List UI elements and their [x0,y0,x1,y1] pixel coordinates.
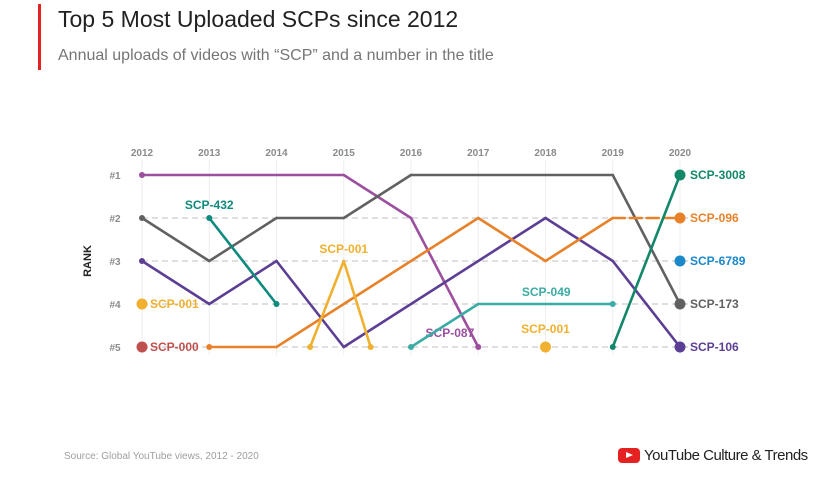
series-line-segment [207,216,278,306]
data-point [540,341,551,353]
y-tick-label: #1 [109,171,121,182]
youtube-play-icon [618,448,640,463]
x-tick-label: 2012 [131,148,154,159]
data-point [139,172,145,178]
data-point [206,344,213,350]
data-point [408,344,414,350]
chart-title: Top 5 Most Uploaded SCPs since 2012 [58,6,459,32]
y-tick-label: #3 [109,257,121,268]
series-line-segment [476,216,547,263]
series-line-segment [140,216,211,263]
series-line-segment [611,173,682,306]
series-line-segment [275,216,480,349]
series-label: SCP-001 [319,242,368,256]
series-line-segment [611,173,682,349]
series-line-segment [409,302,480,349]
y-tick-label: #4 [109,300,121,311]
data-point [674,298,686,310]
series-label: SCP-001 [521,322,570,336]
x-tick-label: 2018 [534,148,557,159]
series-label: SCP-3008 [690,168,746,182]
x-tick-label: 2015 [333,148,356,159]
series-line-segment [207,259,278,306]
x-tick-label: 2017 [467,148,490,159]
x-tick-label: 2013 [198,148,221,159]
y-axis-label: RANK [82,245,94,277]
y-tick-label: #2 [109,214,121,225]
series-line-segment [140,259,211,306]
series-label: SCP-001 [150,297,199,311]
series-line-segment [342,259,372,349]
data-point [674,212,686,224]
data-point [609,301,616,307]
series-label: SCP-6789 [690,254,746,268]
brand-text: YouTube Culture & Trends [644,447,808,464]
data-point [206,215,213,221]
series-line-segment [611,259,682,349]
data-point [674,255,686,267]
data-point [273,301,280,307]
x-tick-label: 2020 [669,148,692,159]
chart-subtitle: Annual uploads of videos with “SCP” and … [58,47,494,64]
accent-bar [38,4,41,70]
data-point [307,344,314,350]
series-label: SCP-049 [522,285,571,299]
data-point [136,298,148,310]
series-line-segment [275,259,346,349]
series-label: SCP-173 [690,297,739,311]
data-point [475,344,482,350]
brand-logo: YouTube Culture & Trends [618,447,808,464]
series-label: SCP-106 [690,340,739,354]
series-line-segment [544,216,615,263]
data-point [139,258,145,264]
series-label: SCP-096 [690,211,739,225]
series-line-segment [342,173,413,220]
x-tick-label: 2014 [265,148,288,159]
data-point [139,215,145,221]
source-note: Source: Global YouTube views, 2012 - 202… [64,451,259,462]
data-point [367,344,374,350]
series-label: SCP-000 [150,340,199,354]
data-point [674,169,686,181]
y-tick-label: #5 [109,343,121,354]
data-point [136,341,148,353]
data-point [674,341,686,353]
data-point [609,344,616,350]
x-tick-label: 2016 [400,148,423,159]
series-line-segment [207,216,278,263]
x-tick-label: 2019 [602,148,625,159]
series-label: SCP-432 [185,198,234,212]
series-line-segment [308,259,346,349]
